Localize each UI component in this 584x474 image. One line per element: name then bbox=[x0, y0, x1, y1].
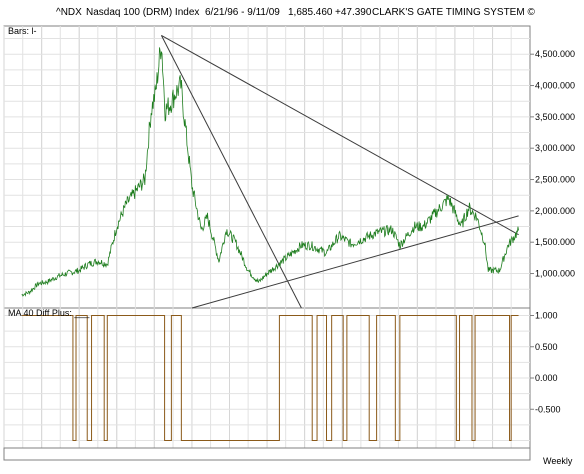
indicator-line bbox=[21, 315, 519, 441]
indicator-y-tick-label: 0.500 bbox=[535, 342, 558, 352]
price-y-tick-label: 1,000.000 bbox=[535, 269, 575, 279]
price-y-tick-label: 4,500.000 bbox=[535, 49, 575, 59]
price-series bbox=[21, 47, 519, 297]
system-name: CLARK'S GATE TIMING SYSTEM © bbox=[372, 7, 535, 18]
date-range: 6/21/96 - 9/11/09 bbox=[205, 7, 280, 18]
x-axis-frame bbox=[3, 447, 531, 461]
price-y-ticks: 1,000.000 1,500.000 2,000.000 2,500.000 3,00… bbox=[530, 49, 575, 279]
trendlines bbox=[160, 34, 519, 309]
indicator-y-tick-label: 0.000 bbox=[535, 373, 558, 383]
trendline bbox=[161, 34, 519, 236]
grid bbox=[3, 26, 530, 448]
index-name: Nasdaq 100 (DRM) Index bbox=[86, 7, 200, 18]
price-panel-label: Bars: l- bbox=[8, 26, 37, 36]
period-label: Weekly bbox=[543, 456, 573, 466]
trendline bbox=[191, 215, 519, 309]
last-price: 1,685.460 bbox=[288, 7, 333, 18]
price-y-tick-label: 2,000.000 bbox=[535, 206, 575, 216]
chart-header: ^NDX Nasdaq 100 (DRM) Index 6/21/96 - 9/… bbox=[0, 0, 584, 26]
indicator-panel-label: MA 40 Diff Plus: ___ bbox=[8, 308, 90, 318]
price-line bbox=[21, 47, 519, 297]
price-change: +47.390 bbox=[335, 7, 372, 18]
price-y-tick-label: 4,000.000 bbox=[535, 81, 575, 91]
indicator-y-tick-label: 1.000 bbox=[535, 311, 558, 321]
price-y-tick-label: 3,000.000 bbox=[535, 143, 575, 153]
price-y-tick-label: 3,500.000 bbox=[535, 112, 575, 122]
indicator-series bbox=[21, 315, 519, 441]
indicator-y-tick-label: -0.500 bbox=[535, 404, 561, 414]
indicator-y-ticks: 1.000 0.500 0.000 -0.500 bbox=[530, 311, 561, 414]
price-y-tick-label: 2,500.000 bbox=[535, 175, 575, 185]
price-y-tick-label: 1,500.000 bbox=[535, 237, 575, 247]
symbol: ^NDX bbox=[56, 7, 82, 18]
trendline bbox=[160, 35, 302, 309]
